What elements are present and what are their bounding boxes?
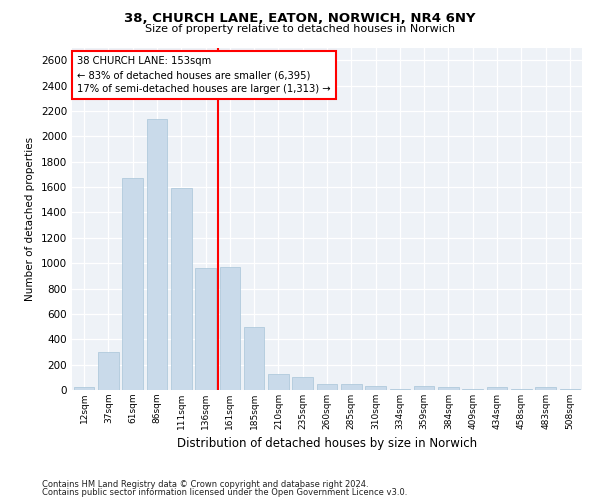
Text: Size of property relative to detached houses in Norwich: Size of property relative to detached ho…: [145, 24, 455, 34]
Bar: [74, 387, 94, 390]
Bar: [195, 268, 216, 390]
X-axis label: Distribution of detached houses by size in Norwich: Distribution of detached houses by size …: [177, 438, 477, 450]
Text: Contains HM Land Registry data © Crown copyright and database right 2024.: Contains HM Land Registry data © Crown c…: [42, 480, 368, 489]
Bar: [317, 384, 337, 390]
Text: 38 CHURCH LANE: 153sqm
← 83% of detached houses are smaller (6,395)
17% of semi-: 38 CHURCH LANE: 153sqm ← 83% of detached…: [77, 56, 331, 94]
Bar: [122, 178, 143, 390]
Bar: [414, 386, 434, 390]
Bar: [292, 378, 313, 390]
Bar: [146, 118, 167, 390]
Text: 38, CHURCH LANE, EATON, NORWICH, NR4 6NY: 38, CHURCH LANE, EATON, NORWICH, NR4 6NY: [124, 12, 476, 26]
Bar: [341, 384, 362, 390]
Bar: [98, 352, 119, 390]
Bar: [365, 386, 386, 390]
Y-axis label: Number of detached properties: Number of detached properties: [25, 136, 35, 301]
Bar: [268, 374, 289, 390]
Text: Contains public sector information licensed under the Open Government Licence v3: Contains public sector information licen…: [42, 488, 407, 497]
Bar: [535, 387, 556, 390]
Bar: [220, 267, 240, 390]
Bar: [244, 326, 265, 390]
Bar: [171, 188, 191, 390]
Bar: [438, 387, 459, 390]
Bar: [487, 388, 508, 390]
